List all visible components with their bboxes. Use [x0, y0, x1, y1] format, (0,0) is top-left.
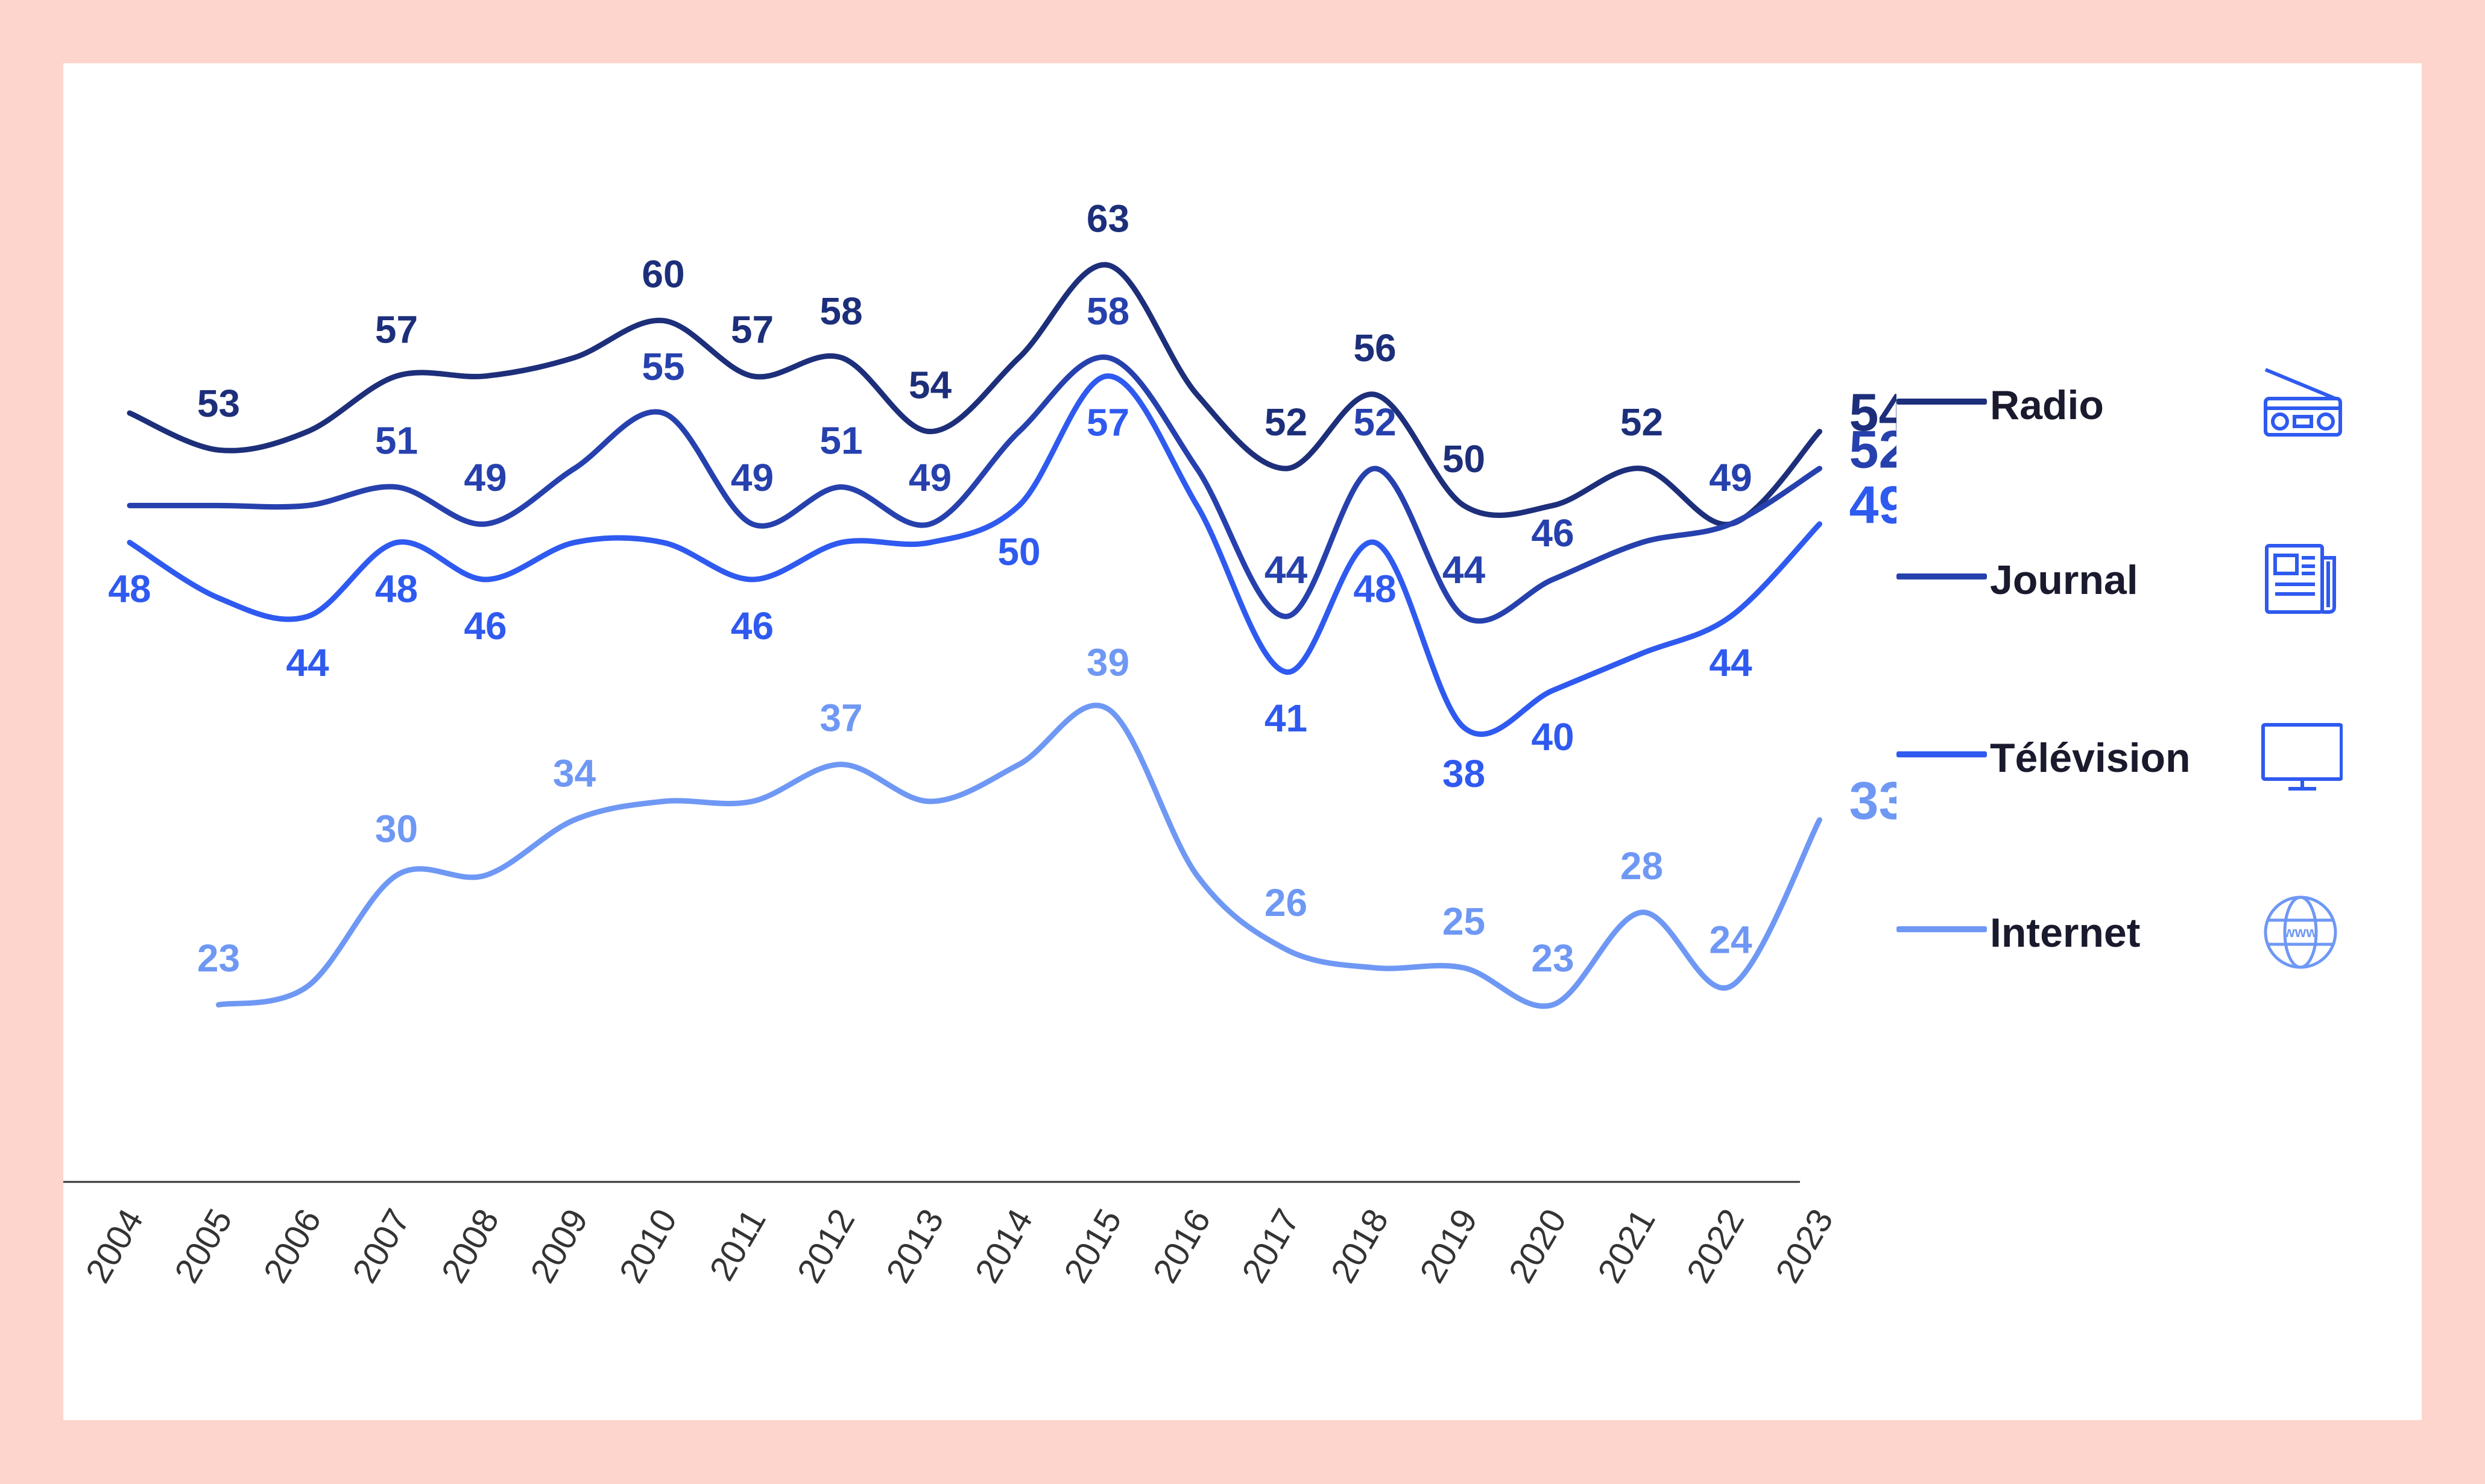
x-tick-label: 2016	[1145, 1202, 1218, 1289]
data-label-journal: 49	[731, 456, 774, 499]
x-tick-label: 2017	[1234, 1202, 1307, 1289]
globe-icon: www	[2264, 895, 2337, 969]
data-label-journal: 51	[375, 419, 418, 463]
x-tick-label: 2022	[1679, 1202, 1752, 1289]
data-label-television: 46	[464, 604, 507, 648]
series-line-radio	[127, 262, 1822, 528]
data-label-journal: 46	[1531, 511, 1574, 555]
data-label-journal: 52	[1849, 419, 1896, 479]
legend-item-television: Télévision	[1896, 718, 2415, 791]
data-label-journal: 51	[819, 419, 862, 463]
data-label-television: 38	[1442, 752, 1485, 795]
series-line-internet	[216, 703, 1822, 1009]
data-label-internet: 24	[1709, 918, 1752, 962]
data-label-radio: 63	[1087, 197, 1129, 241]
radio-icon	[2264, 368, 2342, 437]
data-label-journal: 49	[464, 456, 507, 499]
x-tick-label: 2004	[78, 1202, 151, 1289]
data-label-journal: 49	[1709, 456, 1752, 499]
data-label-internet: 23	[197, 936, 240, 980]
legend-item-internet: Internet www	[1896, 892, 2415, 969]
x-tick-label: 2005	[167, 1202, 240, 1289]
data-label-television: 44	[286, 641, 329, 684]
data-label-radio: 56	[1353, 326, 1396, 370]
legend: Radio Journal	[1896, 365, 2415, 1076]
data-label-radio: 57	[731, 308, 774, 352]
legend-swatch-radio	[1896, 399, 1987, 405]
legend-swatch-television	[1896, 751, 1987, 757]
legend-swatch-journal	[1896, 573, 1987, 579]
data-label-radio: 54	[1849, 382, 1896, 442]
x-tick-label: 2006	[256, 1202, 329, 1289]
data-label-internet: 30	[375, 807, 418, 851]
legend-label-internet: Internet	[1990, 910, 2141, 956]
series-layer	[127, 262, 1822, 1009]
x-tick-label: 2007	[345, 1202, 418, 1289]
x-tick-label: 2009	[523, 1202, 596, 1289]
data-label-internet: 33	[1849, 771, 1896, 830]
data-label-television: 48	[375, 567, 418, 611]
data-label-television: 57	[1087, 401, 1129, 444]
x-tick-labels: 2004 2005 2006 2007 2008 2009 2010 2011 2012 2013…	[78, 1202, 1840, 1289]
legend-label-journal: Journal	[1990, 557, 2138, 603]
x-tick-label: 2014	[967, 1202, 1040, 1289]
chart-panel: 53 57 60 57 58 54 63 52 56 50 52 49 54 51 49 55 49 51 49 58…	[63, 63, 2422, 1420]
series-line-journal	[127, 354, 1822, 624]
data-label-radio: 53	[197, 382, 240, 425]
x-tick-label: 2018	[1323, 1202, 1396, 1289]
legend-item-journal: Journal	[1896, 540, 2415, 614]
x-tick-label: 2008	[434, 1202, 507, 1289]
data-label-internet: 23	[1531, 936, 1574, 980]
legend-label-television: Télévision	[1990, 735, 2191, 781]
data-label-internet: 26	[1265, 881, 1307, 924]
x-tick-label: 2013	[879, 1202, 952, 1289]
data-label-radio: 52	[1620, 400, 1663, 444]
legend-swatch-internet	[1896, 926, 1987, 932]
data-label-journal: 58	[1087, 289, 1129, 333]
legend-item-radio: Radio	[1896, 365, 2415, 437]
data-label-television: 48	[1353, 567, 1396, 611]
x-tick-label: 2020	[1501, 1202, 1574, 1289]
data-label-journal: 52	[1353, 400, 1396, 444]
data-label-radio: 50	[1442, 437, 1485, 481]
data-label-television: 41	[1265, 696, 1307, 740]
data-label-internet: 28	[1620, 844, 1663, 888]
data-label-radio: 49	[1709, 456, 1752, 499]
television-icon	[2261, 723, 2343, 791]
x-tick-label: 2011	[702, 1202, 774, 1287]
data-label-radio: 52	[1265, 400, 1307, 444]
data-label-television: 48	[108, 567, 151, 611]
x-tick-label: 2012	[789, 1202, 862, 1289]
data-label-internet: 39	[1087, 641, 1129, 684]
x-tick-label: 2015	[1056, 1202, 1129, 1289]
data-label-journal: 44	[1442, 548, 1486, 592]
data-label-television: 40	[1531, 715, 1574, 759]
data-label-television: 46	[731, 604, 774, 648]
data-label-radio: 57	[375, 308, 418, 352]
data-label-journal: 55	[642, 345, 684, 388]
data-label-television: 50	[997, 530, 1040, 573]
data-label-journal: 49	[909, 456, 952, 499]
data-label-journal: 44	[1265, 548, 1308, 592]
data-label-internet: 37	[819, 696, 862, 740]
newspaper-icon	[2265, 544, 2336, 614]
x-tick-label: 2010	[611, 1202, 684, 1289]
legend-label-radio: Radio	[1990, 382, 2104, 428]
data-label-radio: 58	[819, 289, 862, 333]
data-label-internet: 25	[1442, 900, 1485, 943]
data-label-television: 44	[1709, 641, 1752, 684]
svg-text:www: www	[2283, 924, 2317, 941]
x-tick-label: 2019	[1412, 1202, 1485, 1289]
data-label-internet: 34	[553, 752, 596, 795]
x-tick-label: 2023	[1768, 1202, 1841, 1289]
x-tick-label: 2021	[1590, 1202, 1663, 1289]
data-label-radio: 54	[909, 364, 952, 407]
data-label-radio: 60	[642, 253, 684, 296]
data-label-television: 49	[1849, 475, 1896, 534]
series-line-television	[127, 373, 1822, 737]
